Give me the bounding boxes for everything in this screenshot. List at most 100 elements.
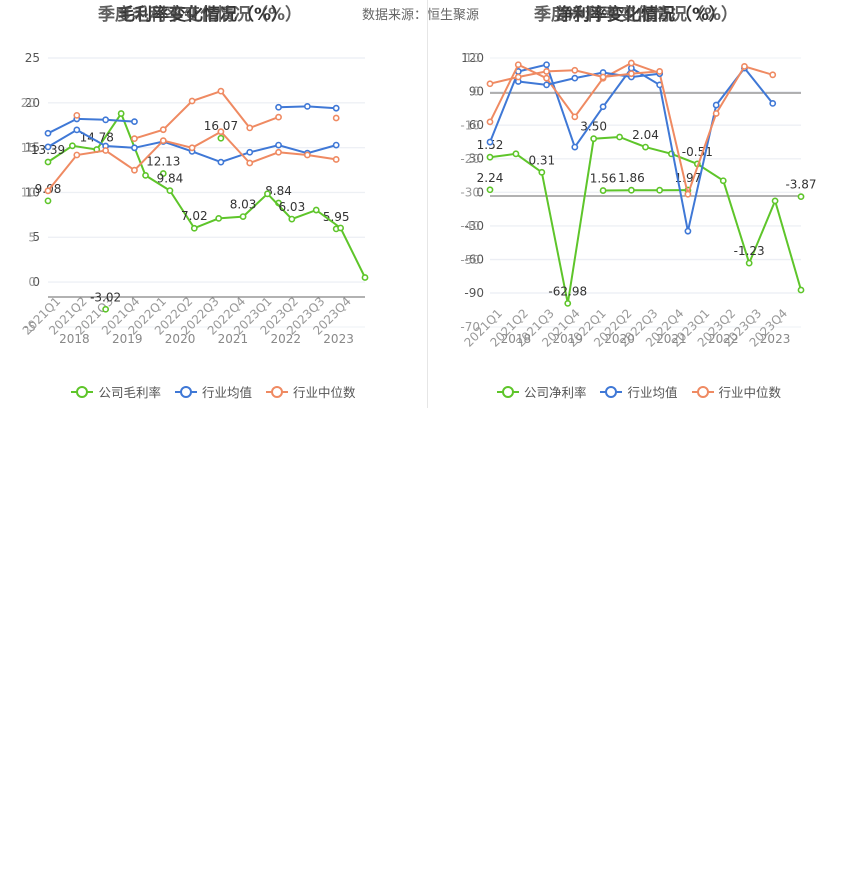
industry-median-series-point [656,68,664,75]
gross-margin-legend: 公司毛利率 行业均值 行业中位数 [0,382,427,401]
company-series-point [616,133,623,141]
industry-average-series-point [303,102,311,110]
company-series-point [627,186,635,194]
x-tick-label-year: 2018 [501,332,532,346]
industry-median-series-point [217,87,225,95]
data-label: -0.51 [682,145,713,159]
y-tick-label: 0 [476,185,484,199]
industry-median-series-point [712,110,720,117]
y-tick-label-overlay: 15 [21,141,36,155]
company-series-point [745,259,753,267]
company-series-point [564,299,572,307]
y-tick-label-overlay: -40 [460,219,480,233]
gross-margin-chart-svg: 毛利率变化情况（%）季度毛利率变化情况（%） 0 5 10 15 20 25 -5 0 5 10 15… [20,4,369,346]
industry-median-series-point [131,166,138,174]
y-tick-label: 0 [32,275,40,289]
data-label: -3.02 [90,290,121,304]
industry-median-series-point [627,70,635,78]
y-tick-label-overlay: -5 [24,320,36,334]
y-tick-label: 25 [25,51,40,65]
x-tick-label-year: 2021 [218,332,249,346]
industry-median-series-point [332,114,340,122]
company-series-point [797,193,805,201]
legend-item-industry-median[interactable]: 行业中位数 [266,382,356,401]
data-label: 2.24 [477,171,504,185]
y-tick-label: 120 [461,51,484,65]
y-tick-label-overlay: 0 [28,275,36,289]
company-series-point [142,171,149,179]
y-tick-label: 20 [25,96,40,110]
y-tick-label: 15 [25,141,40,155]
x-tick-label-year: 2023 [323,332,354,346]
industry-average-series-line [518,71,660,86]
company-series-point [599,187,607,194]
legend-item-company-gross[interactable]: 公司毛利率 [71,382,161,401]
industry-median-series-point [741,63,748,70]
industry-median-series-point [571,66,579,74]
y-tick-label-overlay: 20 [21,96,36,110]
industry-average-series-point [486,138,494,146]
data-label: -1.23 [734,244,765,258]
industry-median-series-point [275,113,282,121]
company-series-point [538,168,546,176]
industry-median-series-point [543,68,550,75]
industry-average-series-point [712,101,720,109]
industry-median-series-point [217,128,225,136]
company-series-point [486,186,494,194]
industry-median-series-point [246,159,254,167]
legend-swatch-icon [691,385,714,399]
industry-average-series-line [47,105,337,135]
data-label: 7.02 [181,209,208,223]
industry-average-series-point [543,61,550,69]
industry-median-series-point [571,113,579,121]
y-tick-label: 30 [469,152,484,166]
industry-average-series-point [332,104,340,112]
company-series-point [217,134,225,142]
industry-average-series-point [543,81,550,89]
company-series-point [312,206,320,214]
legend-item-industry-average[interactable]: 行业均值 [600,382,678,401]
y-tick-label: 5 [32,230,40,244]
company-series-point [264,190,271,198]
industry-average-series-point [246,148,254,156]
net-margin-chart: 净利率变化情况（%） 季度净利率变化情况（%） -90 -60 -30 0 30 60 90 12… [428,0,850,410]
legend-item-company-net[interactable]: 公司净利率 [496,382,586,401]
y-tick-label: 90 [469,85,484,99]
company-series-point [590,135,598,143]
legend-label: 行业均值 [201,385,252,400]
industry-median-series-point [543,74,550,82]
industry-median-series-point [514,73,522,81]
industry-median-series-point [188,144,196,152]
company-series-point [68,142,76,150]
company-series-point [771,197,779,205]
legend-label: 行业中位数 [718,385,782,400]
x-tick-label-year: 2022 [708,332,739,346]
data-label: -3.87 [785,178,816,192]
x-tick-label-year: 2018 [59,332,90,346]
data-label: 8.84 [265,184,292,198]
legend-swatch-icon [600,385,623,399]
industry-median-series-point [599,73,607,81]
legend-swatch-icon [174,385,197,399]
industry-average-series-point [102,116,110,124]
y-tick-label-overlay: 10 [465,51,480,65]
y-tick-label: -60 [464,252,484,266]
company-series-point [44,158,52,166]
industry-median-series-point [332,156,340,163]
legend-swatch-icon [496,385,519,399]
industry-median-series-point [303,151,311,159]
legend-item-industry-average[interactable]: 行业均值 [174,382,252,401]
company-series-point [159,170,167,177]
x-tick-label-year: 2019 [552,332,583,346]
y-tick-label-overlay: -70 [460,320,480,334]
legend-label: 行业中位数 [293,385,356,400]
company-series-point [215,214,223,222]
legend-item-industry-median[interactable]: 行业中位数 [691,382,782,401]
company-series-point [797,286,805,294]
company-series-point [512,150,520,158]
industry-median-series-point [769,71,777,79]
industry-median-series-point [486,118,494,126]
industry-average-series-point [44,129,52,137]
legend-swatch-icon [71,385,94,399]
chart-title-overlay: 季度净利率变化情况（%） [534,4,738,25]
